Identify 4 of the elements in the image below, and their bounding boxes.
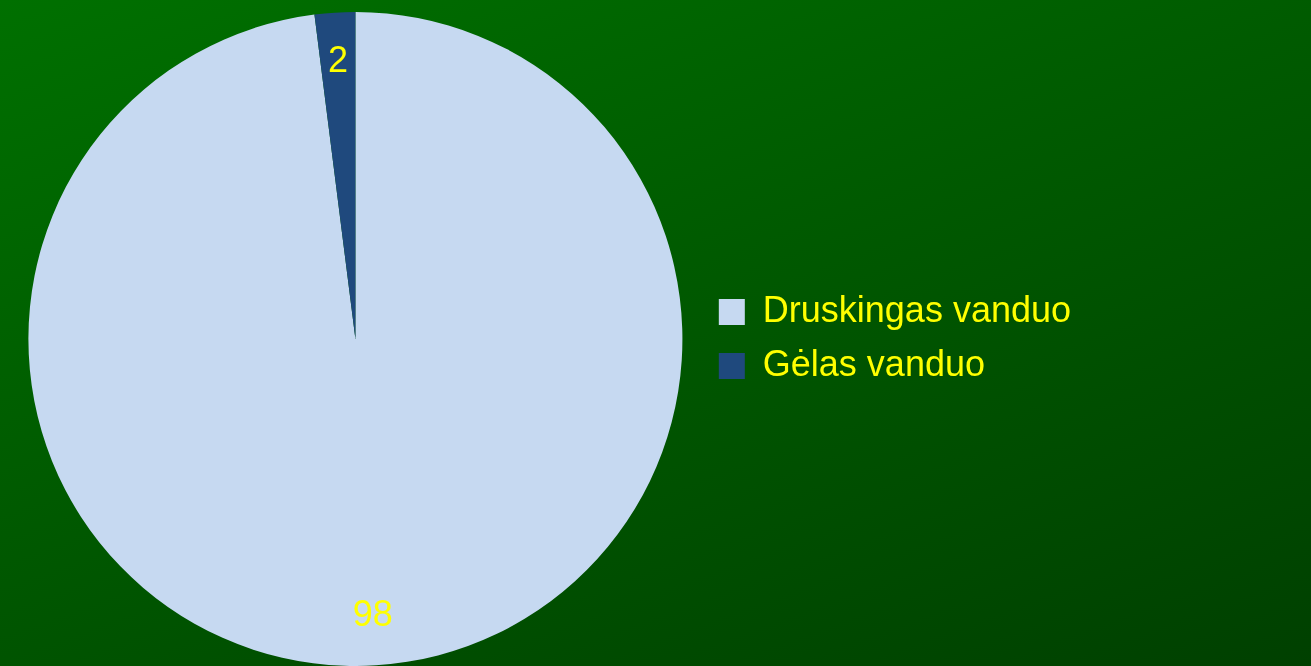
legend-label: Druskingas vanduo (762, 288, 1072, 330)
legend-label: Gėlas vanduo (762, 342, 985, 384)
data-label: 2 (327, 38, 348, 80)
data-label: 98 (352, 593, 393, 635)
